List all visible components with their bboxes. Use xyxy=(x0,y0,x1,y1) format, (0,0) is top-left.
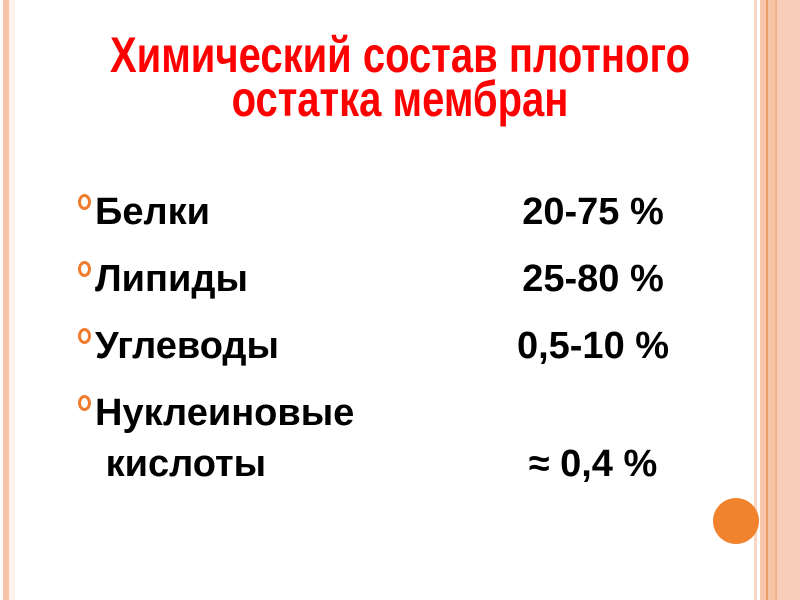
list-item-lipids: Липиды 25-80 % xyxy=(78,254,673,305)
list-item-carbohydrates: Углеводы 0,5-10 % xyxy=(78,321,673,372)
item-value: 20-75 % xyxy=(522,191,664,233)
right-border-stripe xyxy=(768,0,775,600)
circle-bullet-icon xyxy=(78,395,91,411)
item-label: Нуклеиновые кислоты xyxy=(95,392,355,485)
right-border-stripe xyxy=(754,0,757,600)
item-label: Липиды xyxy=(95,258,248,300)
decorative-orange-circle xyxy=(713,498,759,544)
slide-title-line2: остатка мембран xyxy=(231,71,569,127)
item-label: Углеводы xyxy=(95,325,279,367)
item-value: ≈ 0,4 % xyxy=(528,443,658,485)
right-border-stripe xyxy=(775,0,777,600)
right-border-stripe-dark xyxy=(766,0,768,600)
list-item-proteins: Белки 20-75 % xyxy=(78,187,673,238)
slide-title-line1: Химический состав плотного xyxy=(109,27,691,83)
slide-title: Химический состав плотного остатка мембр… xyxy=(80,27,720,127)
item-label: Белки xyxy=(95,191,210,233)
left-border-stripe xyxy=(3,0,9,600)
right-border-stripe xyxy=(760,0,766,600)
item-value: 0,5-10 % xyxy=(516,325,670,367)
circle-bullet-icon xyxy=(78,194,91,210)
left-border-stripe-light xyxy=(9,0,15,600)
list-item-nucleic-acids: Нуклеиновые кислоты ≈ 0,4 % xyxy=(78,388,673,490)
circle-bullet-icon xyxy=(78,261,91,277)
composition-list: Белки 20-75 % Липиды 25-80 % Углеводы 0,… xyxy=(78,187,673,506)
circle-bullet-icon xyxy=(78,328,91,344)
item-value: 25-80 % xyxy=(522,258,664,300)
right-border-stripe xyxy=(777,0,800,600)
